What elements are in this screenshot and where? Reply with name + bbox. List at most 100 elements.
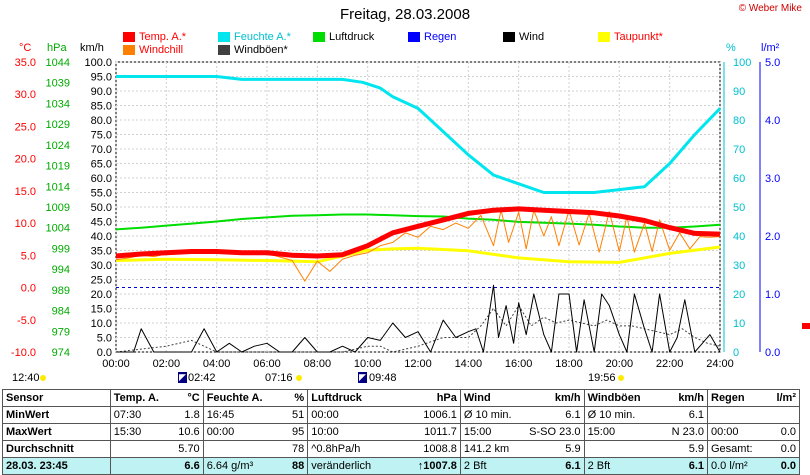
table-row: Durchschnitt 5.70 78 ^0.8hPa/h 1008.8 141… [2,440,800,458]
cell-gust: Ø 10 min. 6.1 [583,406,709,424]
humidity-tick-label: 20 [733,289,745,301]
cell-time: 2 Bft [587,460,611,472]
cell-time: 00:00 [311,409,339,421]
x-tick-label: 08:00 [304,358,332,370]
legend-item-gust[interactable]: Windböen* [218,44,288,56]
header-humidity: Feuchte A.% [202,389,309,407]
cell-time: ^0.8hPa/h [311,443,361,455]
pressure-unit-label: hPa [47,42,67,54]
header-temp-label: Temp. A. [113,392,159,404]
wind-tick-label: 20.0 [91,289,112,301]
table-row: MaxWert 15:30 10.6 00:00 95 10:00 1011.7 15… [2,423,800,441]
cell-value: 95 [291,426,305,438]
header-rain: Regen l/m² [707,389,800,407]
marker-dot-icon [40,375,46,381]
cell-value: 5.9 [688,443,704,455]
cell-time: 10:00 [311,426,339,438]
legend-item-dewpoint[interactable]: Taupunkt* [598,31,663,43]
cell-number: 23.0 [559,426,581,438]
x-tick-label: 10:00 [354,358,382,370]
cell-time: 15:00 [463,426,492,438]
header-press-label: Luftdruck [311,392,362,404]
humidity-tick-label: 10 [733,318,745,330]
cell-hum: 00:00 95 [202,423,309,441]
legend-item-pressure[interactable]: Luftdruck [313,31,374,43]
cell-value: 6.1 [688,409,704,421]
cell-time: 00:00 [711,426,739,438]
legend-label: Temp. A.* [139,31,187,43]
legend-item-wind[interactable]: Wind [503,31,544,43]
cell-time: 6.64 g/m³ [206,460,254,472]
legend-label: Regen [424,31,457,43]
header-hum-label: Feuchte A. [206,392,263,404]
table-row: MinWert 07:30 1.8 16:45 51 00:00 1006.1 Ø 1… [2,406,800,424]
pressure-tick-label: 1004 [46,223,70,235]
marker-flag-icon: ◤ [358,372,367,383]
wind-tick-label: 100.0 [84,57,112,69]
cell-rain: Gesamt: 0.0 [707,440,800,458]
cell-value: 0.0 [780,460,796,472]
pressure-tick-label: 1039 [46,78,70,90]
humidity-unit-label: % [726,42,736,54]
temp-tick-label: -5.0 [17,315,36,327]
rain-tick-label: 1.0 [765,289,780,301]
cell-value: 1011.7 [424,426,457,438]
wind-unit-label: km/h [80,42,104,54]
cell-gust: 2 Bft 6.1 [583,457,709,475]
legend-item-windchill[interactable]: Windchill [123,44,183,56]
temp-tick-label: 25.0 [15,121,36,133]
cell-direction: S-SO [529,426,557,438]
x-tick-label: 24:00 [706,358,734,370]
pressure-tick-label: 1029 [46,119,70,131]
header-wind-label: Wind [463,392,491,404]
rain-unit-label: l/m² [761,42,780,54]
legend-item-humidity[interactable]: Feuchte A.* [218,31,291,43]
chart-title: Freitag, 28.03.2008 [339,6,471,23]
humidity-tick-label: 100 [733,57,751,69]
pressure-tick-label: 989 [52,285,70,297]
cell-value: 1.8 [184,409,200,421]
legend-item-rain[interactable]: Regen [408,31,456,43]
wind-tick-label: 85.0 [91,101,112,113]
dewpoint-series-line [115,245,721,264]
temp-tick-label: 5.0 [21,250,36,262]
header-rain-label: Regen [711,392,745,404]
cell-wind: 2 Bft 6.1 [459,457,585,475]
wind-tick-label: 60.0 [91,173,112,185]
marker-bar: 12:40 ◤ 02:42 07:16 ◤ 09:48 19:56 [0,368,810,388]
cell-rain: 00:00 0.0 [707,423,800,441]
legend-label: Luftdruck [329,31,375,43]
header-wind: Wind km/h [459,389,585,407]
wind-tick-label: 55.0 [91,188,112,200]
x-tick-label: 00:00 [102,358,130,370]
cell-value: ↑1007.8 [418,460,457,472]
row-label: 28.03. 23:45 [2,457,111,475]
wind-tick-label: 10.0 [91,318,112,330]
cell-temp: 15:30 10.6 [109,423,204,441]
humidity-tick-label: 30 [733,260,745,272]
cell-time: 15:30 [113,426,142,438]
cell-value: 6.1 [565,460,581,472]
header-temp-unit: °C [187,392,200,404]
wind-tick-label: 45.0 [91,217,112,229]
marker-time: 09:48 [369,372,397,384]
wind-series-line [116,284,721,353]
pressure-tick-label: 1044 [46,57,70,69]
legend-swatch [598,32,610,42]
cell-gust: 5.9 [583,440,709,458]
wind-tick-label: 80.0 [91,115,112,127]
x-tick-label: 02:00 [153,358,181,370]
cell-value: 0.0 [780,426,796,438]
temp-series-line [115,206,721,259]
cell-temp: 5.70 [109,440,204,458]
header-gust-label: Windböen [587,392,641,404]
cell-time: 16:45 [206,409,235,421]
weather-chart: 00:00 02:00 04:00 06:00 08:00 10:00 12:00 14:00… [11,57,810,370]
legend-item-temp[interactable]: Temp. A.* [123,31,186,43]
pressure-tick-label: 984 [52,306,70,318]
cell-hum: 6.64 g/m³ 88 [202,457,309,475]
cell-value: 0.0 [780,443,796,455]
header-temp: Temp. A. °C [109,389,204,407]
marker-time: 19:56 [588,372,616,384]
cell-time: 141.2 km [463,443,510,455]
